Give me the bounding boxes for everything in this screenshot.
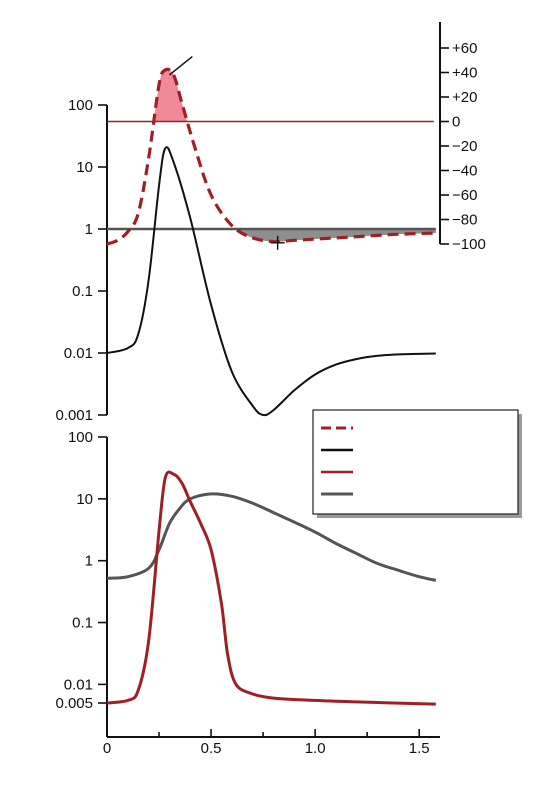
upper-ytick-label: 1 [85,221,93,238]
lower-ytick-label: 0.1 [72,615,93,632]
axes: 1001010.10.010.001+60+40+200−20−40−60−80… [55,22,486,757]
upper-y2tick-label: +60 [452,40,477,57]
upper-y2tick-label: −60 [452,187,477,204]
lower-ytick-label: 1 [85,553,93,570]
xtick-label: 0.5 [201,740,222,757]
positive-area-fill [107,69,436,122]
peak-annotation-mark [168,55,193,76]
upper-dashed-red-curve [106,67,436,246]
upper-y2tick-label: −20 [452,138,477,155]
legend [312,409,522,518]
xtick-label: 1.5 [409,740,430,757]
negative-area-fill [211,229,436,242]
upper-ytick-label: 0.1 [72,283,93,300]
upper-ytick-label: 0.01 [64,345,93,362]
upper-black-curve [106,146,436,417]
legend-box [312,409,519,515]
upper-ytick-label: 10 [76,159,93,176]
upper-y2tick-label: +40 [452,65,477,82]
shaded-areas [107,69,436,242]
upper-y2tick-label: 0 [452,114,460,131]
series-lines [106,55,437,706]
upper-y2tick-label: −100 [452,236,486,253]
upper-y2tick-label: +20 [452,89,477,106]
upper-y2tick-label: −40 [452,163,477,180]
upper-y2tick-label: −80 [452,212,477,229]
upper-ytick-label: 100 [68,97,93,114]
xtick-label: 0 [103,740,111,757]
upper-ytick-label: 0.001 [55,407,93,424]
xtick-label: 1.0 [305,740,326,757]
lower-gray-curve [106,492,437,582]
lower-ytick-label: 10 [76,491,93,508]
lower-ytick-label: 100 [68,429,93,446]
lower-ytick-label: 0.005 [55,695,93,712]
lower-red-curve [106,470,436,706]
lower-ytick-label: 0.01 [64,676,93,693]
